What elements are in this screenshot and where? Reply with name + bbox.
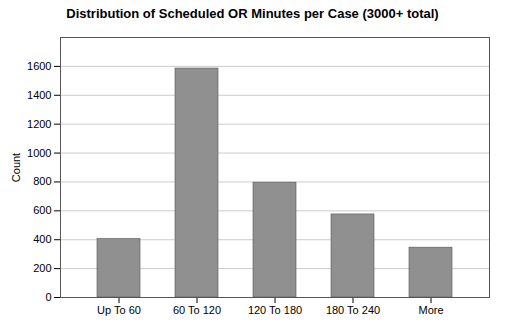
svg-text:1000: 1000 — [27, 147, 51, 159]
svg-text:1200: 1200 — [27, 118, 51, 130]
svg-text:400: 400 — [33, 233, 51, 245]
svg-text:1400: 1400 — [27, 89, 51, 101]
html-text:Distribution of Scheduled OR M: Distribution of Scheduled OR Minutes per… — [66, 6, 439, 21]
svg-text:200: 200 — [33, 262, 51, 274]
svg-text:180 To 240: 180 To 240 — [326, 304, 380, 316]
svg-text:Count: Count — [10, 153, 22, 182]
svg-text:Up To 60: Up To 60 — [97, 304, 141, 316]
svg-text:800: 800 — [33, 175, 51, 187]
svg-text:More: More — [418, 304, 443, 316]
svg-text:1600: 1600 — [27, 60, 51, 72]
svg-text:0: 0 — [45, 291, 51, 303]
svg-text:120 To 180: 120 To 180 — [248, 304, 302, 316]
svg-text:60 To 120: 60 To 120 — [173, 304, 221, 316]
svg-text:600: 600 — [33, 204, 51, 216]
